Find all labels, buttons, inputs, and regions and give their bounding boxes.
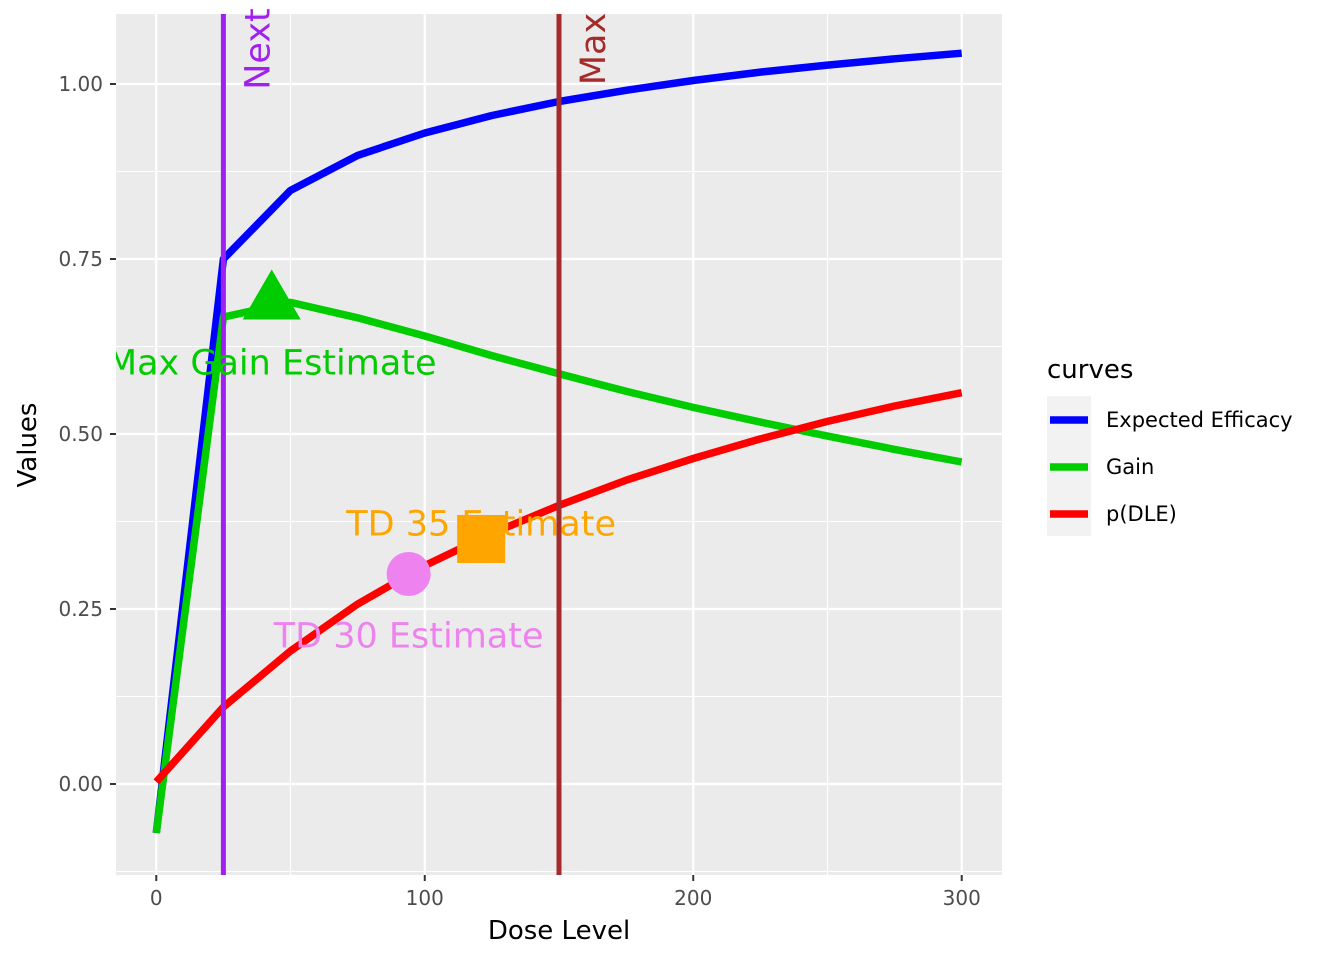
x-tick-label: 200 [674, 886, 712, 910]
legend: curves Expected Efficacy Gain p(DLE) [1047, 355, 1293, 536]
x-tick-label: 0 [150, 886, 163, 910]
x-tick-label: 100 [406, 886, 444, 910]
x-tick-label: 300 [943, 886, 981, 910]
vline-label-max: Max [574, 13, 614, 85]
annotations: Max Gain Estimate TD 35 Estimate TD 30 Est… [107, 344, 616, 657]
marker-td-35-estimate [457, 515, 506, 563]
x-axis: 0 100 200 300 [150, 875, 981, 910]
legend-label-p-dle: p(DLE) [1106, 502, 1177, 526]
y-tick-label: 1.00 [58, 72, 103, 96]
annotation-td-30-estimate: TD 30 Estimate [273, 617, 544, 657]
marker-td-30-estimate [386, 552, 431, 596]
x-axis-title: Dose Level [488, 916, 630, 946]
vertical-lines: Next Max [220, 8, 614, 875]
legend-label-gain: Gain [1106, 455, 1154, 479]
y-axis-title: Values [13, 403, 43, 488]
y-tick-label: 0.75 [58, 247, 103, 271]
y-tick-label: 0.25 [58, 597, 103, 621]
annotation-td-35-estimate: TD 35 Estimate [345, 505, 616, 545]
y-tick-label: 0.00 [58, 772, 103, 796]
legend-title: curves [1047, 355, 1133, 385]
y-axis: 0.00 0.25 0.50 0.75 1.00 [58, 72, 116, 796]
y-tick-label: 0.50 [58, 422, 103, 446]
annotation-max-gain-estimate: Max Gain Estimate [107, 344, 437, 384]
point-markers [242, 269, 506, 596]
vline-label-next: Next [238, 8, 278, 90]
legend-label-expected-efficacy: Expected Efficacy [1106, 408, 1293, 432]
marker-max-gain-estimate [242, 269, 301, 320]
